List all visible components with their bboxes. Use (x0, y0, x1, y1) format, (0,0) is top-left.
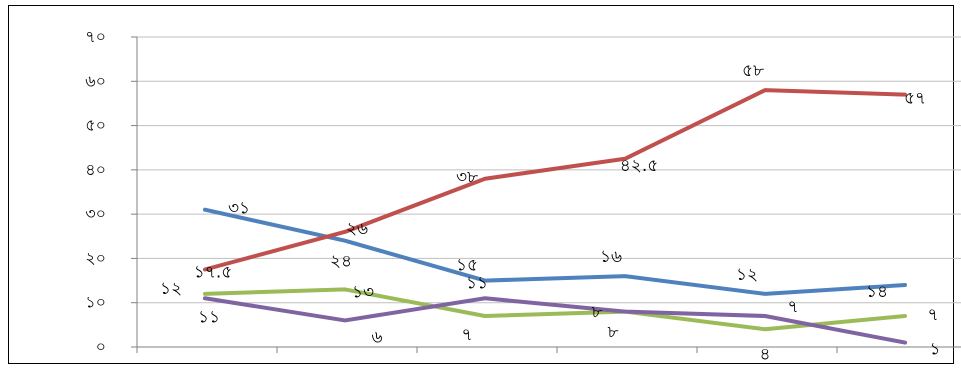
y-tick-label: ৭০ (85, 27, 106, 46)
data-label: ২৬ (346, 219, 368, 239)
series-lines (203, 88, 907, 345)
data-label: ৩৮ (456, 168, 478, 188)
data-label: ৩১ (228, 199, 250, 219)
data-label: ৪ (759, 344, 770, 364)
series-line (203, 287, 907, 332)
data-label: ৬ (371, 327, 382, 347)
y-tick-label: ৩০ (85, 204, 106, 223)
data-label: ৫৮ (742, 61, 764, 81)
data-label: ১ (929, 340, 940, 360)
y-axis-ticks: ০ ১০ ২০ ৩০ ৪০ ৫০ ৬০ ৭০ (85, 27, 106, 356)
data-label: ১২ (160, 279, 182, 299)
y-tick-label: ৪০ (85, 160, 106, 179)
data-label: ১৪ (866, 282, 888, 302)
data-label: ৪২.৫ (620, 156, 659, 176)
data-label: ১৭.৫ (194, 263, 233, 283)
y-tick-label: ৫০ (85, 116, 106, 135)
data-label: ৭ (927, 305, 938, 325)
y-tick-label: ৬০ (85, 71, 106, 90)
data-label: ১৬ (600, 247, 622, 267)
data-label: ৫৭ (904, 89, 926, 109)
data-label: ২৪ (330, 252, 352, 272)
y-tick-label: ০ (96, 337, 106, 356)
data-label: ১১ (466, 273, 488, 293)
series-line (203, 207, 907, 296)
data-label: ১৩ (352, 282, 374, 302)
series-line (203, 88, 907, 272)
y-tick-label: ১০ (85, 293, 106, 312)
chart-frame (8, 5, 954, 364)
y-tick-label: ২০ (85, 248, 106, 267)
data-label: ১২ (736, 265, 758, 285)
data-label: ৭ (787, 297, 798, 317)
series-line (203, 296, 907, 345)
data-label: ৭ (461, 325, 472, 345)
data-labels: ৩১ ২৪ ১৫ ১৬ ১২ ১৪ ১৭.৫ ২৬ ৩৮ ৪২.৫ ৫৮ ৫৭ ১২ ১৩ ৭ ৮ ৪ ৭ ১১ ৬ ১… (160, 61, 941, 364)
data-label: ৮ (591, 303, 602, 323)
data-label: ৮ (607, 323, 618, 343)
data-label: ১১ (198, 307, 220, 327)
data-label: ১৫ (456, 256, 478, 276)
